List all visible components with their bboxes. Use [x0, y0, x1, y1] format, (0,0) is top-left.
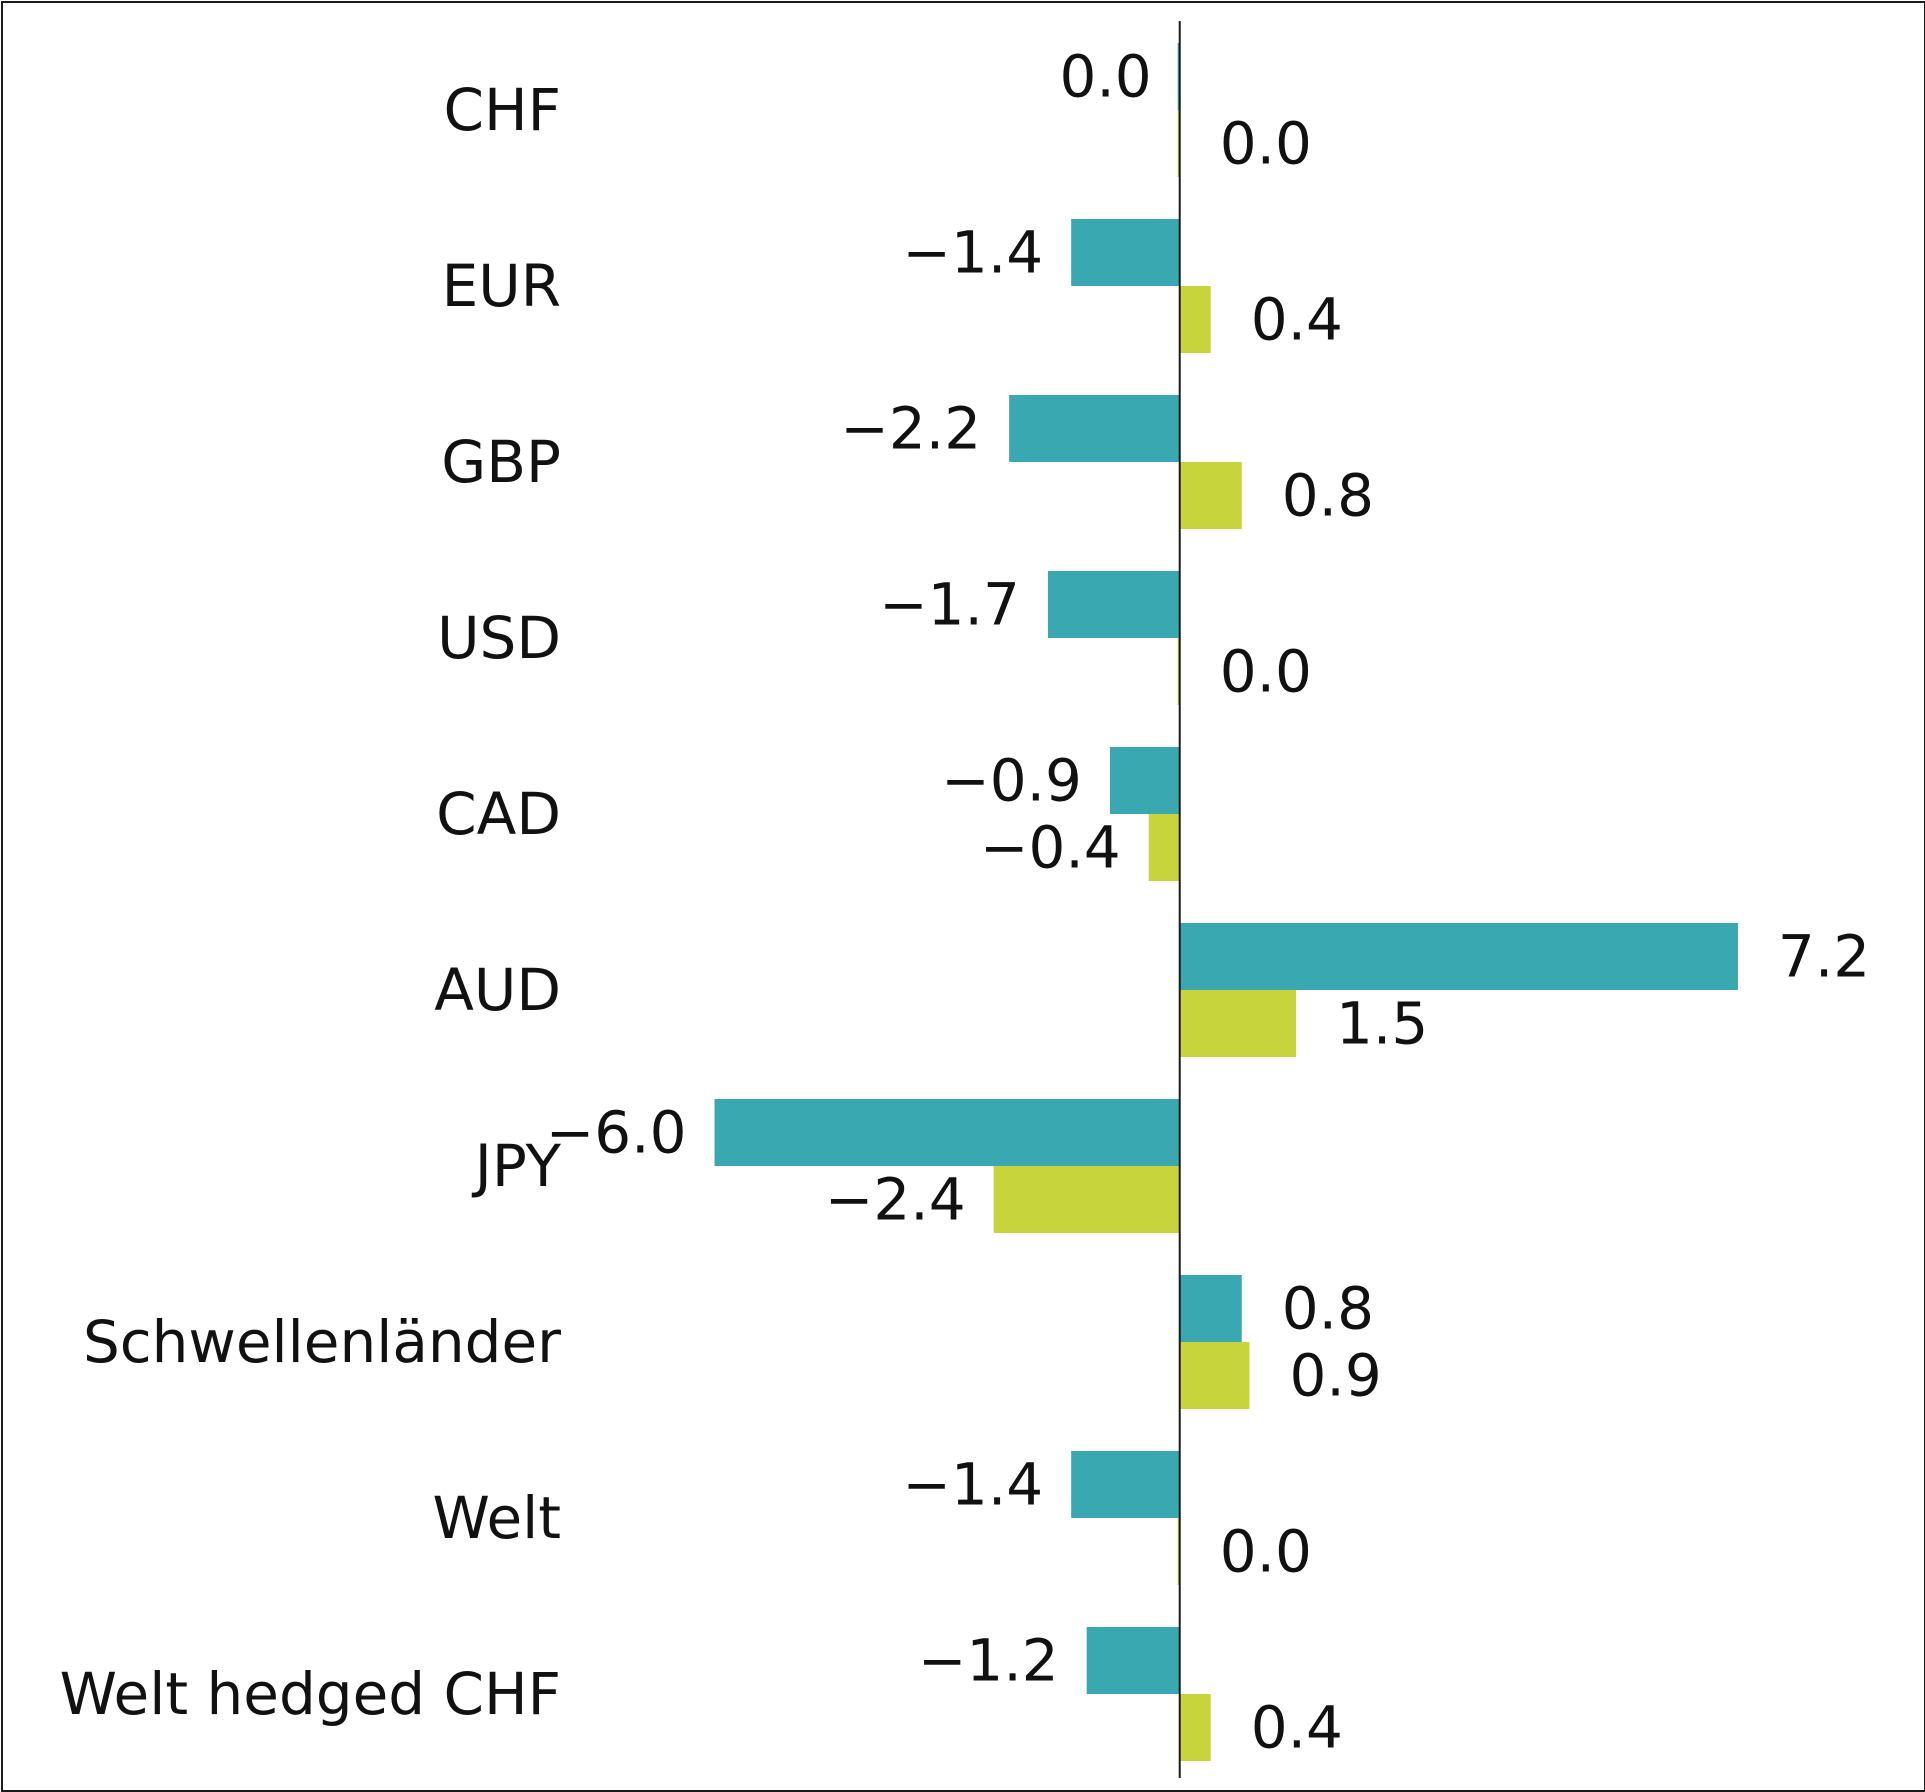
- bar-chart: CHF 0.0 0.0 EUR −1.4 0.4 GBP −2.2 0.8 USD −1.7 0.0 C…: [60, 21, 1871, 1778]
- value-label: 0.9: [1289, 1342, 1381, 1410]
- category-label: EUR: [442, 252, 561, 320]
- value-label: 0.0: [1220, 110, 1312, 178]
- category-label: Schwellenländer: [83, 1308, 561, 1376]
- value-label: −0.9: [941, 747, 1082, 815]
- bar-series-2: [993, 1166, 1180, 1233]
- value-label: −6.0: [546, 1099, 687, 1167]
- value-label: 0.0: [1220, 1518, 1312, 1586]
- bar-series-2: [1179, 1694, 1211, 1761]
- bar-series-1: [1179, 1275, 1242, 1342]
- value-label: −1.7: [879, 571, 1020, 639]
- category-label: Welt: [433, 1484, 562, 1552]
- category-label: USD: [437, 604, 561, 672]
- value-label: 0.8: [1282, 462, 1374, 530]
- value-label: 0.8: [1282, 1275, 1374, 1343]
- bar-series-1: [1009, 395, 1180, 462]
- bars-layer: [714, 43, 1738, 1761]
- category-label: GBP: [441, 428, 561, 496]
- bar-series-2: [1179, 990, 1297, 1057]
- value-label: −2.4: [825, 1166, 966, 1234]
- value-label: −1.2: [918, 1627, 1059, 1695]
- value-label: −1.4: [902, 219, 1043, 287]
- bar-series-1: [1071, 1451, 1180, 1518]
- bar-series-1: [714, 1099, 1180, 1166]
- category-label: JPY: [472, 1132, 562, 1200]
- bar-series-1: [1071, 219, 1180, 286]
- category-label: AUD: [434, 956, 561, 1024]
- category-label: CHF: [444, 76, 561, 144]
- value-label: 0.0: [1220, 638, 1312, 706]
- value-label: 0.4: [1251, 1694, 1343, 1762]
- value-label: 0.0: [1059, 43, 1151, 111]
- bar-series-1: [1179, 923, 1738, 990]
- value-label: 0.4: [1251, 286, 1343, 354]
- category-label: Welt hedged CHF: [60, 1660, 561, 1728]
- bar-series-2: [1179, 286, 1211, 353]
- value-label: −1.4: [902, 1451, 1043, 1519]
- value-label: −2.2: [840, 395, 981, 463]
- value-label: 1.5: [1336, 990, 1428, 1058]
- value-label: −0.4: [980, 814, 1121, 882]
- value-label: 7.2: [1778, 923, 1870, 991]
- bar-series-1: [1109, 747, 1180, 814]
- bar-series-2: [1179, 462, 1242, 529]
- labels-layer: CHF 0.0 0.0 EUR −1.4 0.4 GBP −2.2 0.8 USD −1.7 0.0 C…: [60, 43, 1871, 1762]
- bar-series-2: [1179, 1342, 1250, 1409]
- bar-series-1: [1086, 1627, 1180, 1694]
- bar-series-1: [1047, 571, 1180, 638]
- category-label: CAD: [436, 780, 561, 848]
- bar-series-2: [1148, 814, 1180, 881]
